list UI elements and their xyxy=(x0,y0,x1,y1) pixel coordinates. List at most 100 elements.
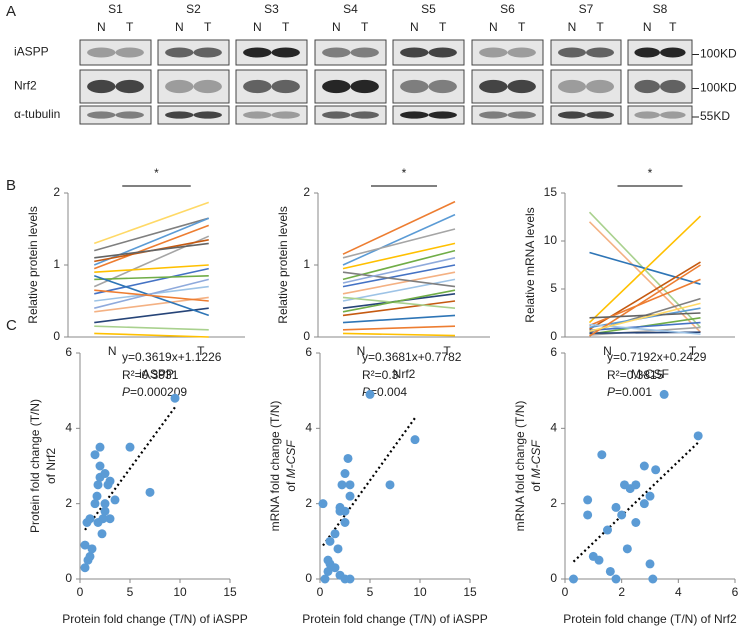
y-tick-label: 2 xyxy=(550,496,557,510)
blot-box xyxy=(392,69,465,104)
x-tick-label: T xyxy=(689,344,697,358)
x-axis-label: Protein fold change (T/N) of iASPP xyxy=(62,612,247,626)
blot-band xyxy=(271,47,300,58)
pair-line xyxy=(342,296,456,309)
blot-band xyxy=(322,79,351,94)
r-squared: R²=0.3815 xyxy=(607,368,664,382)
blot-band xyxy=(634,79,660,94)
blot-band xyxy=(634,47,660,58)
scatter-point xyxy=(320,574,330,584)
scatter-point xyxy=(605,566,615,576)
blot-band xyxy=(193,79,222,94)
y-tick-label: 0 xyxy=(550,329,557,343)
blot-band xyxy=(115,111,144,119)
p-number: =0.001 xyxy=(615,385,652,399)
y-axis-label-part: of xyxy=(284,481,298,492)
p-value: P=0.004 xyxy=(362,385,407,399)
blot-band xyxy=(586,79,614,94)
blot-band xyxy=(634,111,660,119)
scatter-point xyxy=(85,514,95,524)
blot-band xyxy=(660,111,686,119)
scatter-point xyxy=(340,518,350,527)
pair-line xyxy=(342,257,456,284)
lane-label: T xyxy=(596,20,604,34)
y-tick-label: 0 xyxy=(550,571,557,585)
y-tick-label: 1 xyxy=(303,257,310,271)
x-tick-label: 4 xyxy=(675,585,682,599)
blot-box xyxy=(314,105,387,125)
blot-band xyxy=(558,47,586,58)
x-tick-label: 0 xyxy=(77,585,84,599)
x-tick-label: 15 xyxy=(463,585,477,599)
scatter-point xyxy=(617,510,627,520)
pair-line xyxy=(93,201,210,245)
p-symbol: P xyxy=(362,385,370,399)
pair-line xyxy=(589,264,701,337)
blot-band xyxy=(322,111,351,119)
y-axis-label: of M-CSF xyxy=(529,440,543,492)
lane-label: N xyxy=(489,20,498,34)
scatter-point xyxy=(105,476,115,486)
lane-label: T xyxy=(439,20,447,34)
trend-line xyxy=(84,406,176,531)
scatter-point xyxy=(645,559,655,569)
p-number: =0.004 xyxy=(370,385,407,399)
y-axis-label: mRNA fold change (T/N) xyxy=(268,401,282,532)
y-axis-label-part: M-CSF xyxy=(529,440,543,479)
x-tick-label: 0 xyxy=(562,585,569,599)
lane-label: T xyxy=(518,20,526,34)
scatter-point xyxy=(603,525,612,535)
r-squared: R²=0.3 xyxy=(362,368,399,382)
blot-band xyxy=(507,79,536,94)
trend-line xyxy=(322,417,416,547)
blot-box xyxy=(471,105,544,125)
y-axis-label: mRNA fold change (T/N) xyxy=(513,401,527,532)
scatter-point xyxy=(583,495,593,505)
blot-box xyxy=(627,105,693,125)
blot-band xyxy=(660,47,686,58)
x-tick-label: T xyxy=(443,344,451,358)
equation: y=0.3681x+0.7782 xyxy=(362,350,462,364)
x-axis-label: Protein fold change (T/N) of iASPP xyxy=(302,612,487,626)
x-tick-label: 5 xyxy=(127,585,134,599)
x-tick-label: 0 xyxy=(317,585,324,599)
pair-line xyxy=(342,271,456,295)
scatter-point xyxy=(583,510,593,520)
panel-label: B xyxy=(6,177,16,194)
blot-band xyxy=(479,47,508,58)
blot-box xyxy=(314,39,387,66)
blot-band xyxy=(428,111,457,119)
p-value: P=0.001 xyxy=(607,385,652,399)
y-tick-label: 4 xyxy=(550,421,557,435)
blot-box xyxy=(157,69,230,104)
scatter-point xyxy=(594,555,604,565)
blot-band xyxy=(586,111,614,119)
scatter-point xyxy=(97,529,107,539)
scatter-point xyxy=(330,563,340,573)
x-tick-label: 10 xyxy=(413,585,427,599)
row-label: iASPP xyxy=(14,45,49,59)
row-label: α-tubulin xyxy=(14,107,60,121)
lane-label: N xyxy=(568,20,577,34)
scatter-point xyxy=(337,480,347,490)
scatter-point xyxy=(325,536,335,546)
y-tick-label: 0 xyxy=(65,571,72,585)
scatter-point xyxy=(80,540,90,550)
lane-label: T xyxy=(282,20,290,34)
pair-line xyxy=(93,224,210,270)
pair-line xyxy=(589,321,701,332)
equation: y=0.3619x+1.1226 xyxy=(122,350,222,364)
scatter-point xyxy=(90,499,100,509)
panel-label: C xyxy=(6,317,17,334)
blot-box xyxy=(79,39,152,66)
blot-band xyxy=(350,79,379,94)
scatter-point xyxy=(335,502,345,512)
blot-band xyxy=(243,111,272,119)
scatter-point xyxy=(645,491,655,501)
scatter-point xyxy=(80,563,90,573)
blot-band xyxy=(322,47,351,58)
scatter-point xyxy=(631,480,641,490)
y-tick-label: 10 xyxy=(544,233,558,247)
pair-line xyxy=(94,275,209,281)
blot-band xyxy=(400,47,429,58)
